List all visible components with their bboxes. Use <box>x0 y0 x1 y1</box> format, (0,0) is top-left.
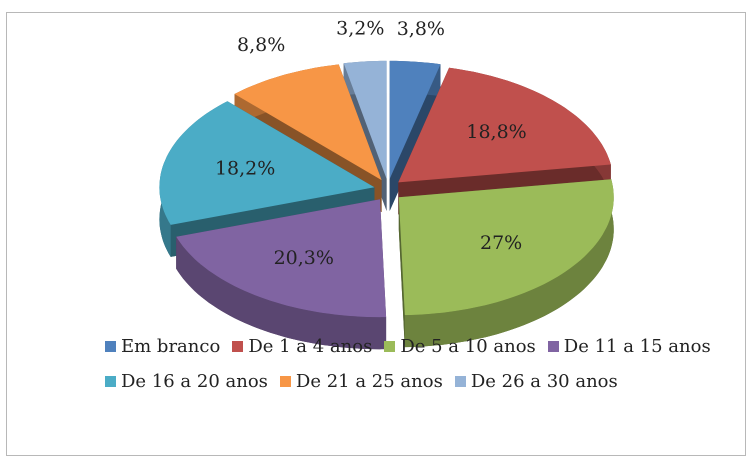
legend-item: De 26 a 30 anos <box>454 371 618 392</box>
legend-label: Em branco <box>121 336 221 357</box>
legend-swatch <box>454 376 466 387</box>
data-label: 8,8% <box>237 34 285 56</box>
slice-top <box>389 60 441 179</box>
slice-wall <box>398 197 405 348</box>
legend-swatch <box>547 341 559 352</box>
slice-side <box>176 236 387 350</box>
legend-swatch <box>232 341 244 352</box>
data-label: 27% <box>480 232 522 254</box>
slice-top <box>176 199 387 318</box>
slice-top <box>343 60 387 179</box>
legend-item: De 11 a 15 anos <box>547 336 711 357</box>
slice-top <box>398 67 611 183</box>
legend-item: De 16 a 20 anos <box>105 371 268 392</box>
legend-swatch <box>105 376 116 387</box>
data-label: 18,8% <box>466 121 526 143</box>
slice-top <box>159 101 375 225</box>
legend-swatch <box>384 341 396 352</box>
legend-item: De 21 a 25 anos <box>279 371 443 392</box>
data-label: 3,8% <box>397 18 445 40</box>
pie-slice <box>176 199 387 350</box>
chart-frame <box>6 12 746 456</box>
legend-label: De 11 a 15 anos <box>563 336 711 357</box>
legend-item: De 1 a 4 anos <box>232 336 372 357</box>
legend: Em branco De 1 a 4 anos De 5 a 10 anos De 1… <box>105 336 725 392</box>
legend-item: Em branco <box>105 336 220 357</box>
legend-label: De 1 a 4 anos <box>248 336 373 357</box>
legend-label: De 5 a 10 anos <box>400 336 536 357</box>
slice-top <box>234 64 382 181</box>
data-label: 18,2% <box>215 157 275 179</box>
legend-label: De 16 a 20 anos <box>121 371 268 392</box>
legend-label: De 26 a 30 anos <box>470 371 618 392</box>
legend-swatch <box>279 376 291 387</box>
slice-top <box>398 179 614 316</box>
legend-label: De 21 a 25 anos <box>295 371 443 392</box>
data-label: 3,2% <box>336 18 384 40</box>
legend-item: De 5 a 10 anos <box>384 336 536 357</box>
legend-swatch <box>105 341 116 352</box>
data-label: 20,3% <box>274 247 334 269</box>
slice-side <box>404 179 614 348</box>
pie-slice <box>398 179 614 348</box>
